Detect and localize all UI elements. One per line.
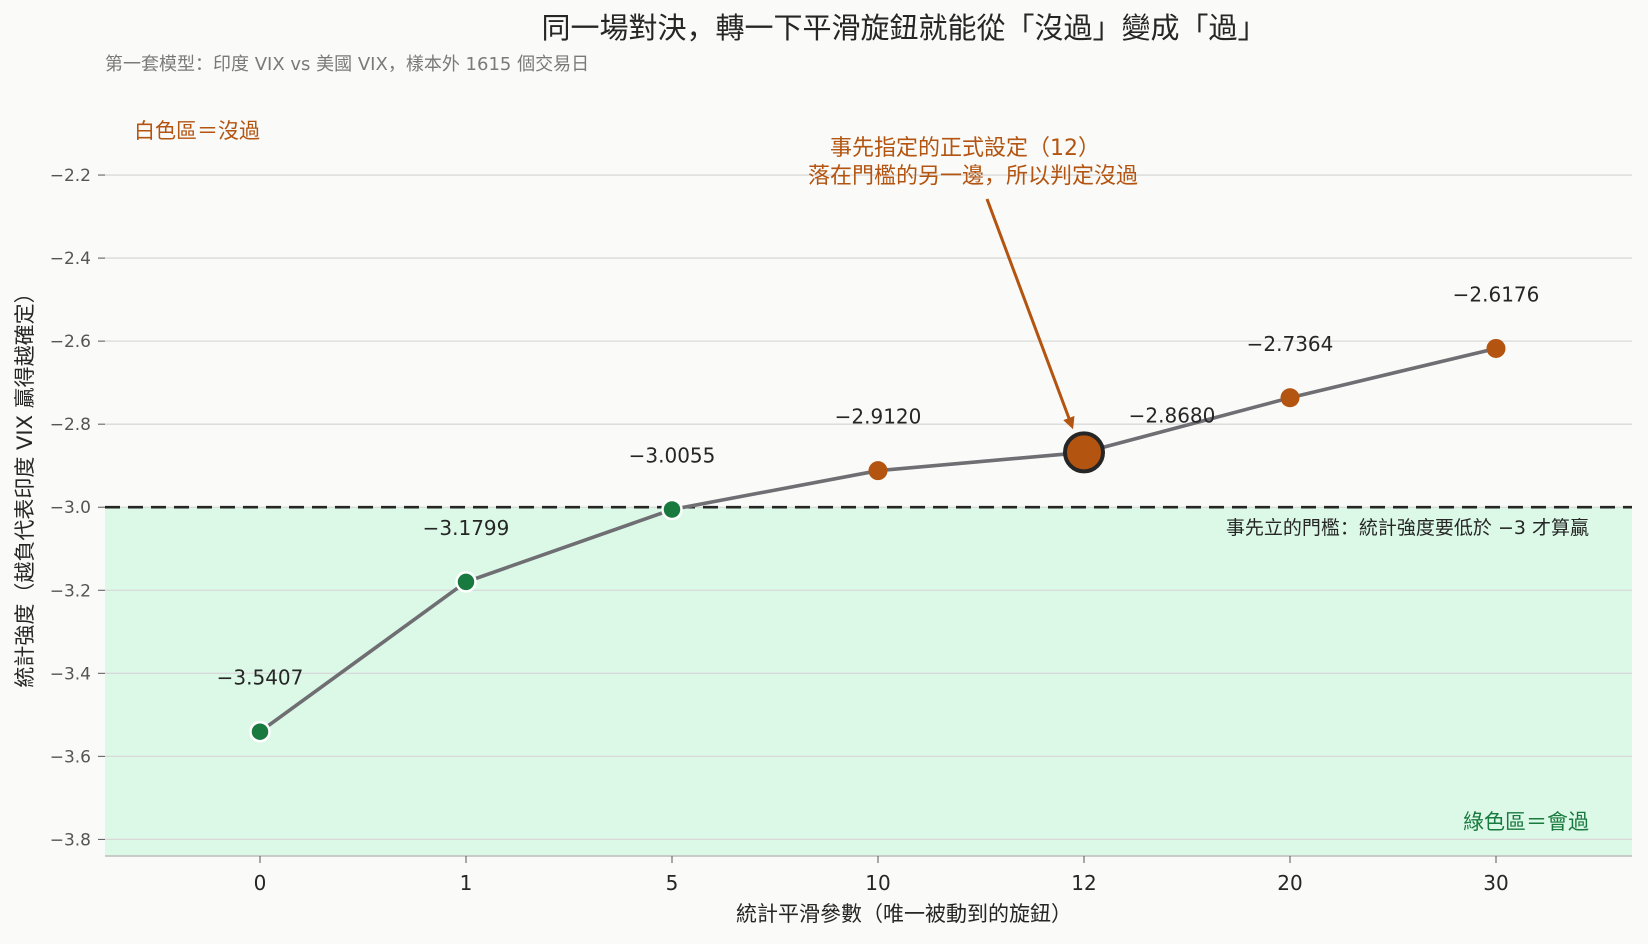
green-pass-zone (105, 507, 1632, 856)
chart-subtitle: 第一套模型：印度 VIX vs 美國 VIX，樣本外 1615 個交易日 (105, 54, 589, 75)
data-point (1280, 388, 1300, 408)
y-axis-ticks: −3.8 −3.6 −3.4 −3.2 −3.0 −2.8 −2.6 −2.4 −2.2 (50, 166, 105, 850)
data-label: −3.0055 (629, 444, 716, 468)
data-points (249, 338, 1506, 743)
y-tick-label: −2.2 (50, 166, 91, 186)
x-axis-label: 統計平滑參數（唯一被動到的旋鈕） (736, 902, 1072, 926)
x-tick-label: 0 (254, 871, 267, 895)
x-tick-label: 12 (1071, 871, 1096, 895)
y-tick-label: −2.8 (50, 415, 91, 435)
data-label: −3.5407 (217, 666, 304, 690)
data-point (661, 498, 683, 521)
data-label: −2.9120 (835, 405, 922, 429)
data-label: −2.6176 (1453, 282, 1540, 306)
data-point-highlight (1063, 431, 1105, 474)
y-tick-label: −3.4 (50, 664, 91, 684)
green-zone-label: 綠色區＝會過 (1463, 810, 1589, 834)
data-point (455, 571, 477, 593)
data-label: −2.7364 (1247, 332, 1334, 356)
y-tick-label: −3.2 (50, 581, 91, 601)
x-tick-label: 10 (865, 871, 890, 895)
y-tick-label: −2.4 (50, 249, 91, 269)
data-label: −3.1799 (423, 516, 510, 540)
y-tick-label: −3.0 (50, 498, 91, 518)
x-tick-label: 30 (1483, 871, 1508, 895)
highlight-note-line1: 事先指定的正式設定（12） (830, 136, 1100, 161)
y-tick-label: −3.8 (50, 830, 91, 850)
chart-title: 同一場對決，轉一下平滑旋鈕就能從「沒過」變成「過」 (541, 11, 1266, 45)
highlight-arrow (985, 198, 1075, 430)
data-point (1486, 338, 1506, 358)
data-point (249, 720, 271, 743)
x-tick-label: 1 (460, 871, 473, 895)
x-axis-ticks: 0 1 5 10 12 20 30 (254, 856, 1509, 895)
x-tick-label: 5 (666, 871, 679, 895)
data-point (868, 461, 888, 481)
x-tick-label: 20 (1277, 871, 1302, 895)
data-labels: −3.5407 −3.1799 −3.0055 −2.9120 −2.8680 −2.73… (217, 282, 1540, 689)
threshold-note: 事先立的門檻：統計強度要低於 −3 才算贏 (1226, 517, 1589, 539)
highlight-note-line2: 落在門檻的另一邊，所以判定沒過 (808, 164, 1138, 189)
y-tick-label: −3.6 (50, 747, 91, 767)
white-zone-label: 白色區＝沒過 (134, 119, 260, 143)
y-tick-label: −2.6 (50, 332, 91, 352)
y-axis-label: 統計強度（越負代表印度 VIX 贏得越確定） (13, 282, 37, 687)
data-label-highlight: −2.8680 (1129, 403, 1216, 427)
